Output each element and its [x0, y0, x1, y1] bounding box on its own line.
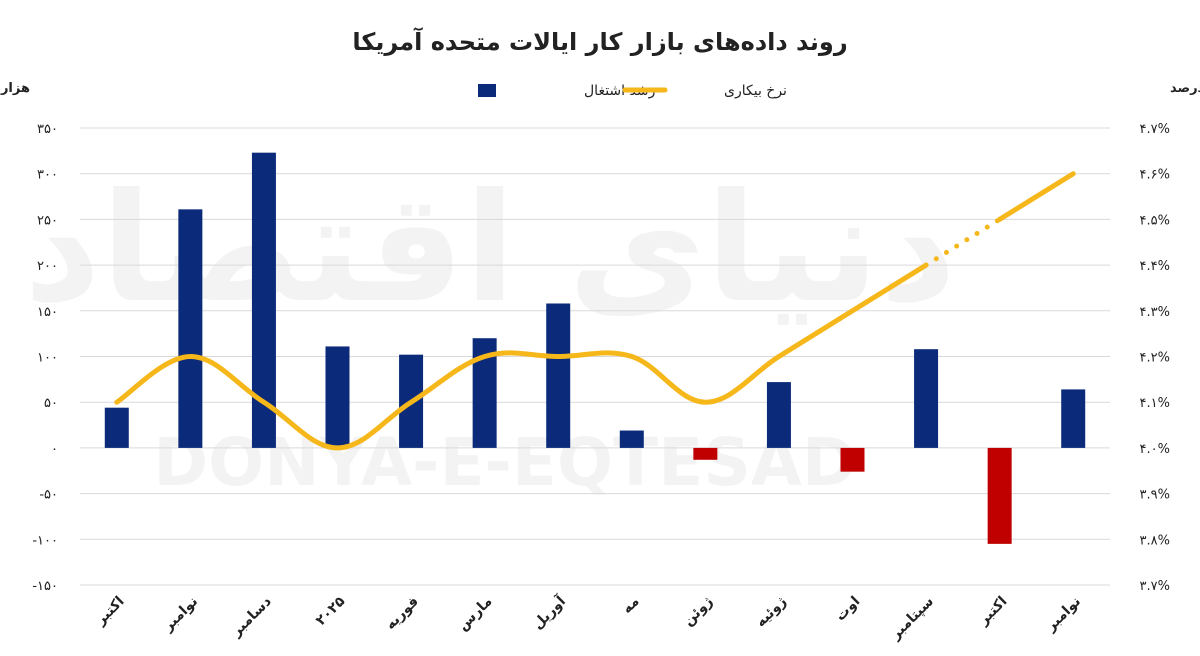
- unemployment-line: [114, 171, 1076, 451]
- right-tick-label: ۴.۵%: [1140, 213, 1170, 228]
- left-tick-label: -۵۰: [39, 488, 58, 503]
- employment-bar: [987, 447, 1012, 544]
- employment-bar: [766, 382, 791, 448]
- left-tick-label: ۵۰: [44, 396, 58, 411]
- bars: [104, 152, 1086, 544]
- category-label: ژوئن: [680, 594, 716, 630]
- category-label: نوامبر: [160, 594, 202, 636]
- employment-bar: [914, 349, 939, 448]
- unemployment-line-solid-end: [997, 171, 1076, 222]
- employment-bar: [325, 346, 350, 448]
- legend: رشد اشتغال نرخ بیکاری: [478, 83, 787, 99]
- left-tick-label: ۱۵۰: [37, 305, 58, 320]
- category-label: ۲۰۲۵: [313, 593, 349, 629]
- category-labels: اکتبر نوامبر دسامبر ۲۰۲۵ فوریه مارس آوریل مه ژوئ…: [92, 591, 1084, 643]
- employment-bar: [546, 303, 571, 448]
- right-tick-label: ۳.۸%: [1140, 533, 1170, 548]
- category-label: اکتبر: [975, 594, 1010, 629]
- category-label: ژوئیه: [753, 594, 790, 631]
- category-label: فوریه: [382, 594, 421, 633]
- chart-title: روند داده‌های بازار کار ایالات متحده آمر…: [352, 27, 847, 56]
- category-label: سپتامبر: [887, 594, 937, 644]
- right-tick-label: ۴.۳%: [1140, 305, 1170, 320]
- employment-bar: [178, 209, 203, 448]
- employment-bar: [693, 447, 718, 460]
- category-label: مه: [619, 594, 642, 617]
- left-tick-label: -۱۰۰: [32, 533, 58, 548]
- category-label: اوت: [833, 594, 864, 625]
- employment-bar: [840, 447, 865, 472]
- left-axis-unit: هزار نفر: [0, 81, 30, 96]
- watermark-persian: دنیای اقتصاد: [24, 162, 957, 336]
- employment-bar: [619, 430, 644, 448]
- employment-bar: [104, 407, 129, 448]
- right-axis-unit: درصد: [1170, 81, 1200, 96]
- category-label: آوریل: [529, 591, 570, 632]
- category-label: مارس: [455, 594, 496, 635]
- left-tick-label: ۲۵۰: [37, 213, 58, 228]
- right-tick-label: ۳.۹%: [1140, 488, 1170, 503]
- left-tick-label: -۱۵۰: [32, 579, 58, 594]
- left-axis-ticks: -۱۵۰ -۱۰۰ -۵۰ ۰ ۵۰ ۱۰۰ ۱۵۰ ۲۰۰ ۲۵۰ ۳۰۰ ۳۵۰: [32, 122, 58, 594]
- left-tick-label: ۳۵۰: [37, 122, 58, 137]
- category-label: اکتبر: [92, 594, 127, 629]
- right-tick-label: ۴.۲%: [1140, 351, 1170, 366]
- right-tick-label: ۴.۷%: [1140, 122, 1170, 137]
- category-label: دسامبر: [228, 594, 275, 641]
- legend-label-employment: رشد اشتغال: [584, 83, 655, 99]
- legend-swatch-employment: [478, 84, 496, 97]
- category-label: نوامبر: [1042, 594, 1084, 636]
- left-tick-label: ۳۰۰: [37, 168, 58, 183]
- gridlines: [80, 127, 1110, 586]
- left-tick-label: ۱۰۰: [37, 351, 58, 366]
- unemployment-line-solid: [114, 262, 929, 451]
- legend-label-unemployment: نرخ بیکاری: [724, 83, 787, 99]
- right-tick-label: ۴.۰%: [1140, 442, 1170, 457]
- right-tick-label: ۳.۷%: [1140, 579, 1170, 594]
- unemployment-line-dotted: [923, 216, 1003, 268]
- right-tick-label: ۴.۶%: [1140, 168, 1170, 183]
- left-tick-label: ۲۰۰: [37, 259, 58, 274]
- right-tick-label: ۴.۱%: [1140, 396, 1170, 411]
- left-tick-label: ۰: [51, 442, 58, 457]
- right-axis-ticks: ۳.۷% ۳.۸% ۳.۹% ۴.۰% ۴.۱% ۴.۲% ۴.۳% ۴.۴% ۴.۵% ۴.۶%…: [1140, 122, 1170, 594]
- employment-bar: [1061, 389, 1086, 448]
- right-tick-label: ۴.۴%: [1140, 259, 1170, 274]
